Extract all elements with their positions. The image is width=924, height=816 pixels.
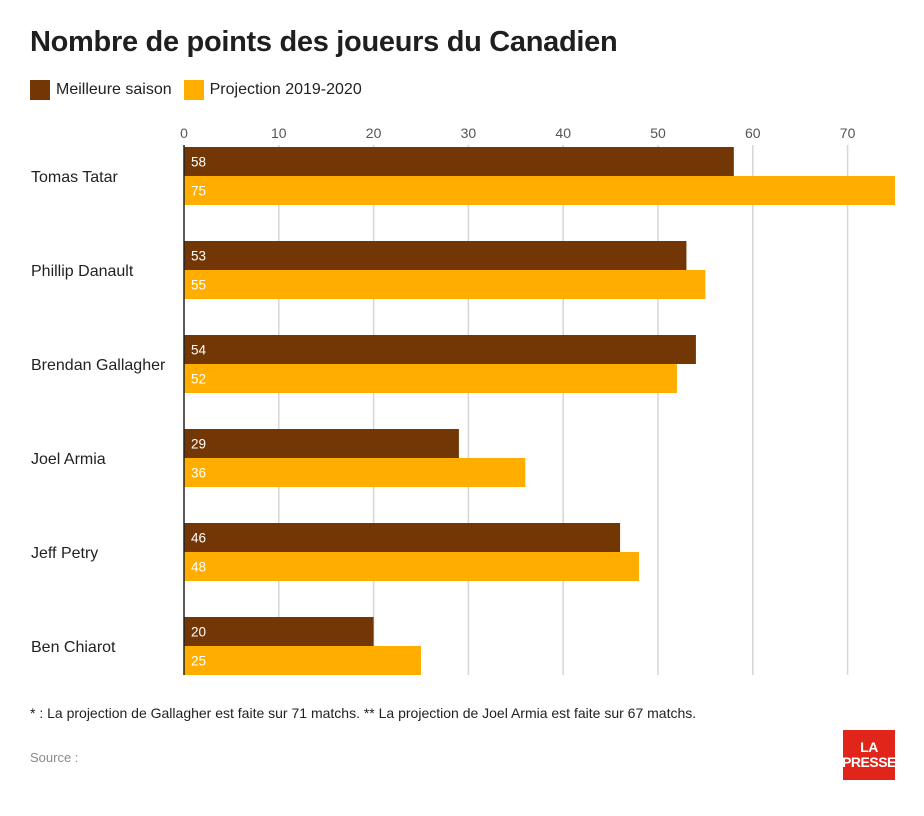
la-presse-logo: LA PRESSE — [842, 730, 896, 780]
x-tick-label: 10 — [271, 125, 287, 141]
bar-best-season — [184, 429, 459, 458]
legend: Meilleure saison Projection 2019-2020 — [30, 80, 374, 100]
category-label: Phillip Danault — [31, 263, 134, 280]
bar-value-label: 55 — [191, 278, 206, 293]
bar-value-label: 75 — [191, 184, 206, 199]
bar-value-label: 58 — [191, 155, 206, 170]
source-label: Source : — [30, 750, 79, 765]
x-tick-label: 50 — [650, 125, 666, 141]
bar-projection — [184, 364, 677, 393]
bar-value-label: 53 — [191, 249, 206, 264]
legend-swatch-projection — [183, 80, 204, 100]
x-tick-label: 30 — [461, 125, 477, 141]
logo-line-1: LA — [860, 739, 878, 755]
bar-projection — [184, 176, 895, 205]
category-label: Brendan Gallagher — [31, 357, 166, 374]
bar-value-label: 54 — [191, 343, 207, 358]
bar-value-label: 36 — [191, 466, 206, 481]
x-tick-label: 0 — [180, 125, 188, 141]
bar-best-season — [184, 335, 696, 364]
legend-swatch-best-season — [30, 80, 50, 100]
category-label: Ben Chiarot — [31, 639, 116, 656]
bar-best-season — [184, 523, 621, 552]
x-tick-label: 40 — [555, 125, 571, 141]
legend-item-best-season: Meilleure saison — [30, 80, 172, 100]
bar-chart: 0 10 20 30 40 50 60 70 Tomas Tatar 58 75 Phillip Da… — [31, 125, 895, 675]
x-tick-label: 60 — [745, 125, 761, 141]
bar-best-season — [184, 617, 374, 646]
bar-value-label: 25 — [191, 654, 206, 669]
footnote: * : La projection de Gallagher est faite… — [30, 705, 697, 721]
bar-value-label: 52 — [191, 372, 206, 387]
bar-projection — [184, 270, 706, 299]
category-label: Joel Armia — [31, 451, 106, 468]
logo-line-2: PRESSE — [842, 754, 896, 770]
bar-value-label: 46 — [191, 531, 206, 546]
bar-projection — [184, 552, 640, 581]
bar-value-label: 48 — [191, 560, 206, 575]
legend-label-best-season: Meilleure saison — [56, 81, 172, 98]
bar-best-season — [184, 241, 687, 270]
bar-best-season — [184, 147, 734, 176]
chart-title: Nombre de points des joueurs du Canadien — [30, 26, 618, 58]
bar-value-label: 29 — [191, 437, 206, 452]
bar-projection — [184, 458, 526, 487]
bar-projection — [184, 646, 421, 675]
legend-item-projection: Projection 2019-2020 — [183, 80, 362, 100]
x-tick-label: 20 — [366, 125, 382, 141]
x-tick-label: 70 — [840, 125, 856, 141]
category-label: Jeff Petry — [31, 545, 98, 562]
legend-label-projection: Projection 2019-2020 — [209, 81, 362, 98]
bar-value-label: 20 — [191, 625, 206, 640]
category-label: Tomas Tatar — [31, 169, 119, 186]
